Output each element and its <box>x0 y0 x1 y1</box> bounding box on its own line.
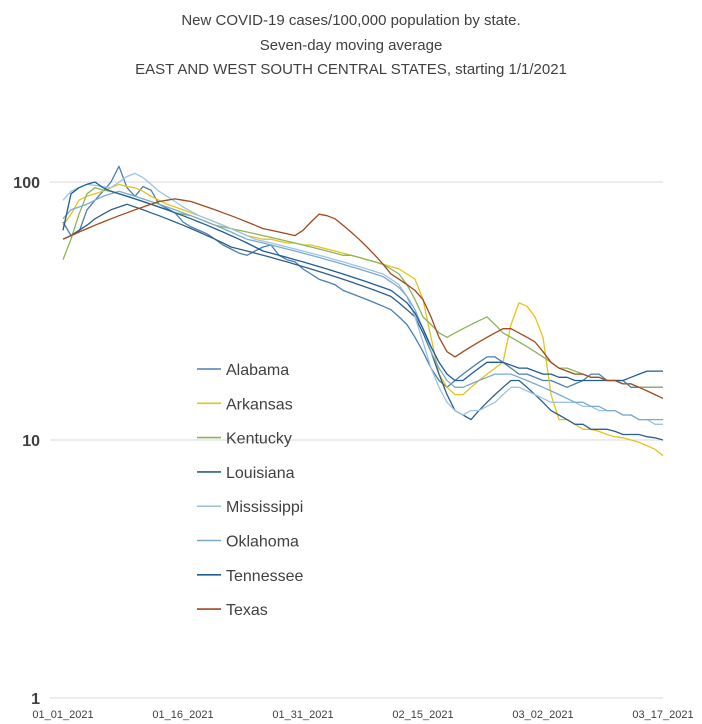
x-tick-label: 01_01_2021 <box>32 709 93 721</box>
legend-label-tennessee: Tennessee <box>226 568 303 585</box>
x-tick-label: 01_16_2021 <box>152 709 213 721</box>
series-line-oklahoma <box>62 190 663 421</box>
series-line-mississippi <box>62 172 663 425</box>
series-line-louisiana <box>62 203 664 441</box>
series-line-alabama <box>62 165 663 388</box>
legend: Alabama Arkansas Kentucky Louisiana Mississi… <box>197 362 303 619</box>
chart-title-line-2: Seven-day moving average <box>260 37 443 54</box>
legend-label-louisiana: Louisiana <box>226 465 295 482</box>
x-tick-label: 03_17_2021 <box>632 709 693 721</box>
series-line-kentucky <box>62 187 663 388</box>
chart-title: New COVID-19 cases/100,000 population by… <box>135 12 567 78</box>
y-tick-label: 100 <box>13 175 40 192</box>
x-tick-label: 01_31_2021 <box>272 709 333 721</box>
y-axis-ticks: 1 10 100 <box>13 175 40 708</box>
legend-label-kentucky: Kentucky <box>226 431 292 448</box>
gridlines <box>50 181 663 699</box>
series-line-texas <box>62 198 664 399</box>
x-tick-label: 03_02_2021 <box>512 709 573 721</box>
legend-label-alabama: Alabama <box>226 362 289 379</box>
y-tick-label: 10 <box>22 433 40 450</box>
chart-title-line-1: New COVID-19 cases/100,000 population by… <box>181 12 520 29</box>
x-tick-label: 02_15_2021 <box>392 709 453 721</box>
legend-label-texas: Texas <box>226 602 268 619</box>
series-lines <box>62 165 664 457</box>
y-tick-label: 1 <box>31 691 40 708</box>
series-line-tennessee <box>62 181 663 382</box>
legend-label-oklahoma: Oklahoma <box>226 534 299 551</box>
chart-title-line-3: EAST AND WEST SOUTH CENTRAL STATES, star… <box>135 61 567 78</box>
legend-label-arkansas: Arkansas <box>226 396 293 413</box>
x-axis-ticks: 01_01_2021 01_16_2021 01_31_2021 02_15_2021… <box>32 709 693 721</box>
legend-label-mississippi: Mississippi <box>226 499 303 516</box>
series-line-arkansas <box>62 183 664 457</box>
